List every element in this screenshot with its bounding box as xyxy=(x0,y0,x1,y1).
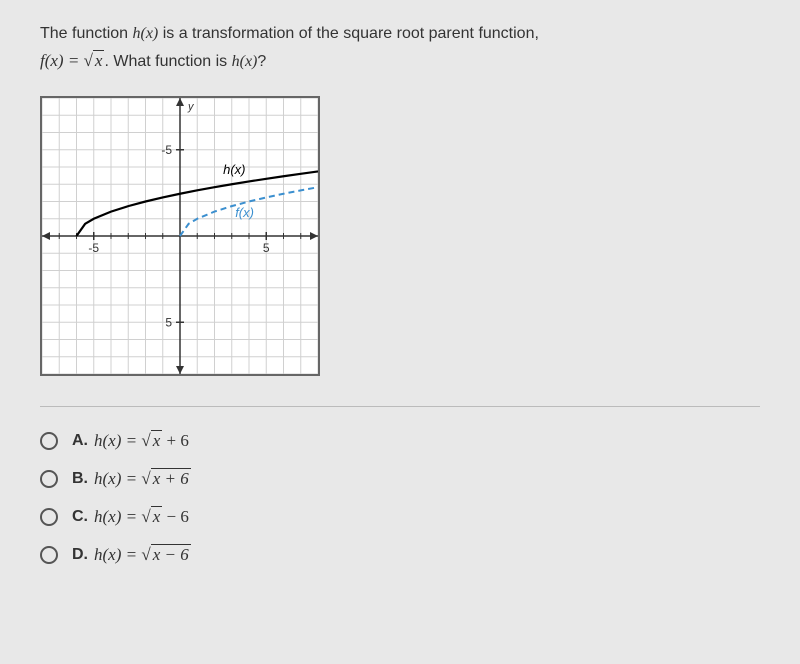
choice-b[interactable]: B. h(x) = √x + 6 xyxy=(40,469,760,489)
choice-a-lhs: h(x) = xyxy=(94,431,141,450)
answer-choices: A. h(x) = √x + 6 B. h(x) = √x + 6 C. h(x… xyxy=(40,431,760,565)
choice-b-lhs: h(x) = xyxy=(94,469,141,488)
choice-c-lhs: h(x) = xyxy=(94,507,141,526)
svg-text:-5: -5 xyxy=(88,241,99,255)
sqrt-icon: √ xyxy=(141,431,150,450)
choice-d[interactable]: D. h(x) = √x − 6 xyxy=(40,545,760,565)
svg-text:5: 5 xyxy=(263,241,270,255)
q-hx1: h(x) xyxy=(133,25,159,42)
graph-svg: -5 5 5 -5 y h(x) f(x) xyxy=(42,98,318,374)
q-sqrt-arg: x xyxy=(93,50,105,70)
q-line1-pre: The function xyxy=(40,25,133,42)
choice-a[interactable]: A. h(x) = √x + 6 xyxy=(40,431,760,451)
radio-a[interactable] xyxy=(40,432,58,450)
sqrt-symbol: √ xyxy=(84,51,93,70)
radio-c[interactable] xyxy=(40,508,58,526)
sqrt-icon: √ xyxy=(141,507,150,526)
svg-text:f(x): f(x) xyxy=(235,205,254,220)
divider xyxy=(40,406,760,407)
q-fx-lhs: f(x) = xyxy=(40,51,84,70)
choice-c-arg: x xyxy=(151,506,163,526)
choice-d-formula: h(x) = √x − 6 xyxy=(94,545,191,565)
svg-text:-5: -5 xyxy=(161,143,172,157)
choice-a-formula: h(x) = √x + 6 xyxy=(94,431,189,451)
choice-a-tail: + 6 xyxy=(162,431,189,450)
choice-b-arg: x + 6 xyxy=(151,468,191,488)
question-text: The function h(x) is a transformation of… xyxy=(40,20,760,76)
choice-b-letter: B. xyxy=(72,470,88,488)
choice-a-arg: x xyxy=(151,430,163,450)
choice-d-lhs: h(x) = xyxy=(94,545,141,564)
sqrt-icon: √ xyxy=(141,545,150,564)
q-line2-post: . What function is xyxy=(104,53,231,70)
svg-text:y: y xyxy=(187,101,195,113)
choice-a-letter: A. xyxy=(72,432,88,450)
choice-c-formula: h(x) = √x − 6 xyxy=(94,507,189,527)
svg-text:5: 5 xyxy=(165,315,172,329)
choice-d-arg: x − 6 xyxy=(151,544,191,564)
choice-b-formula: h(x) = √x + 6 xyxy=(94,469,191,489)
radio-b[interactable] xyxy=(40,470,58,488)
choice-c[interactable]: C. h(x) = √x − 6 xyxy=(40,507,760,527)
choice-d-letter: D. xyxy=(72,546,88,564)
q-line2-end: ? xyxy=(257,53,266,70)
svg-text:h(x): h(x) xyxy=(223,162,245,177)
radio-d[interactable] xyxy=(40,546,58,564)
q-hx2: h(x) xyxy=(232,53,258,70)
choice-c-tail: − 6 xyxy=(162,507,189,526)
choice-c-letter: C. xyxy=(72,508,88,526)
sqrt-icon: √ xyxy=(141,469,150,488)
q-fx: f(x) = √x xyxy=(40,50,104,70)
graph-panel: -5 5 5 -5 y h(x) f(x) xyxy=(40,96,320,376)
q-line1-post: is a transformation of the square root p… xyxy=(158,25,539,42)
